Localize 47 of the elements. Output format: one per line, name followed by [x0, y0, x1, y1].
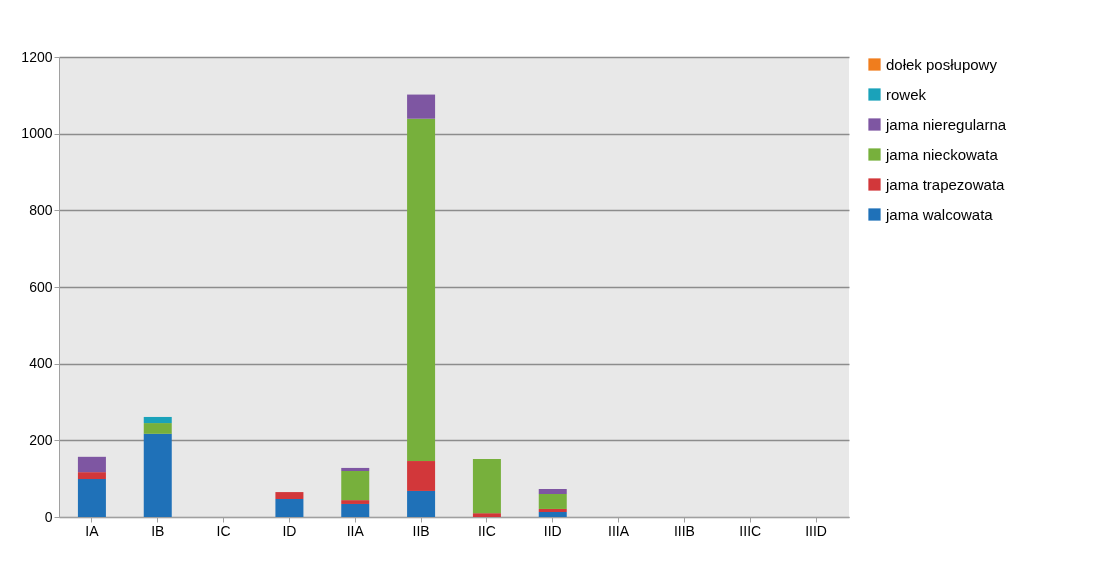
y-tick-label: 600 [29, 278, 53, 295]
x-tick-label: IID [543, 522, 562, 539]
x-tick-label: IIA [346, 522, 365, 539]
bar [341, 503, 370, 517]
bar [538, 512, 567, 517]
legend-label: jama nieregularna [885, 115, 1007, 133]
bar [143, 433, 172, 517]
bar [341, 467, 370, 471]
bar [275, 492, 304, 499]
x-tick-label: ID [282, 522, 297, 539]
y-tick-label: 1000 [21, 125, 53, 142]
bar [77, 456, 106, 473]
x-tick-label: IIIC [739, 522, 762, 539]
bar [407, 94, 436, 119]
bar [538, 489, 567, 494]
y-tick-label: 1200 [21, 48, 53, 65]
y-tick-label: 400 [29, 355, 53, 372]
x-tick-label: IB [151, 522, 165, 539]
bar [143, 416, 172, 424]
bar [472, 513, 501, 517]
y-tick-label: 0 [44, 508, 53, 525]
legend-label: jama walcowata [885, 205, 994, 223]
x-tick-label: IIC [477, 522, 496, 539]
bar [77, 479, 106, 517]
bar [275, 498, 304, 517]
legend-label: dołek posłupowy [886, 55, 998, 73]
x-tick-label: IC [216, 522, 231, 539]
bar [407, 118, 436, 462]
legend-label: jama trapezowata [885, 175, 1006, 193]
bar [472, 459, 501, 514]
bar [538, 494, 567, 509]
x-tick-label: IIID [805, 522, 827, 539]
y-tick-label: 800 [29, 201, 53, 218]
x-tick-label: IIB [412, 522, 430, 539]
bar [341, 500, 370, 504]
bar [538, 508, 567, 513]
bar [407, 490, 436, 517]
x-tick-label: IIIB [673, 522, 695, 539]
legend-label: jama nieckowata [885, 145, 999, 163]
x-tick-label: IA [85, 522, 100, 539]
legend-label: rowek [886, 85, 927, 103]
bar [143, 423, 172, 434]
bar [341, 471, 370, 501]
bar [407, 461, 436, 491]
bar [77, 472, 106, 480]
y-tick-label: 200 [29, 431, 53, 448]
x-tick-label: IIIA [608, 522, 630, 539]
